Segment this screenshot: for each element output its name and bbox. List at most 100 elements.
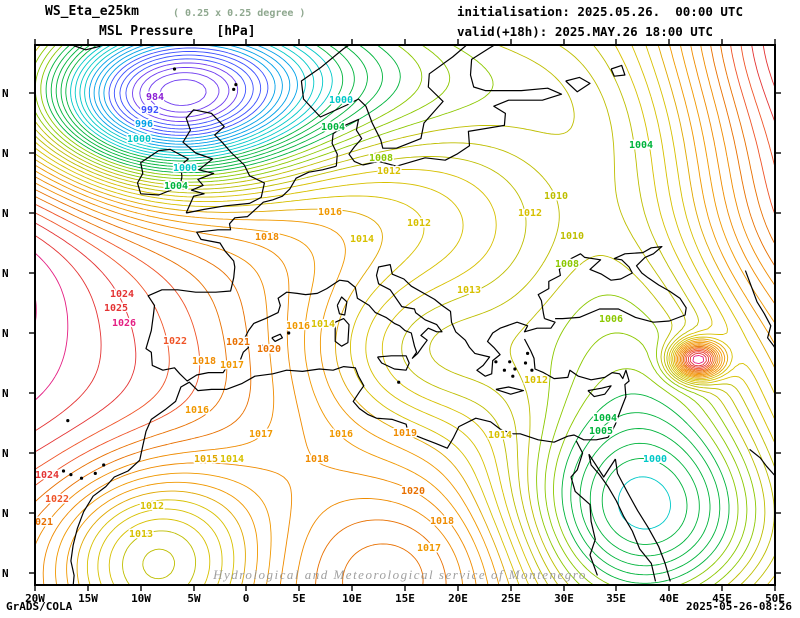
isobar-1022 xyxy=(35,45,775,486)
isobar-990 xyxy=(119,54,254,130)
coastline xyxy=(744,270,775,350)
isobar-lines xyxy=(35,45,775,585)
model-name: WS_Eta_e25km xyxy=(45,4,139,19)
isobar-1023 xyxy=(35,45,775,470)
contour-label: 1008 xyxy=(369,153,393,164)
contour-label: 1024 xyxy=(110,289,134,300)
coastline xyxy=(334,318,350,347)
contour-label: 1016 xyxy=(329,429,353,440)
islet xyxy=(494,360,498,364)
contour-label: 1022 xyxy=(45,494,69,505)
contour-label: 1018 xyxy=(430,516,454,527)
isobar-1000 xyxy=(70,45,672,530)
islet xyxy=(172,67,177,71)
islet xyxy=(526,351,530,355)
isobar-1011 xyxy=(35,45,775,585)
coastline xyxy=(495,386,524,395)
islet xyxy=(397,380,401,384)
axis-ticks xyxy=(29,39,781,591)
isobar-998 xyxy=(79,45,315,154)
contour-labels: 9849929961000100010041000100410081012101… xyxy=(29,91,669,556)
isobar-996 xyxy=(88,45,298,148)
contour-label: 1006 xyxy=(599,314,623,325)
field-title: MSL Pressure [hPa] xyxy=(99,24,256,39)
isobar-1017 xyxy=(35,45,775,585)
contour-label: 1012 xyxy=(518,208,542,219)
isobar-993 xyxy=(103,45,276,139)
isobar-1007 xyxy=(35,45,748,585)
lat-label: N xyxy=(2,447,9,460)
coastline xyxy=(182,109,265,214)
isobar-1002 xyxy=(60,45,700,557)
lon-label: 0 xyxy=(243,592,250,605)
contour-label: 1014 xyxy=(488,430,512,441)
isobar-989 xyxy=(125,58,247,126)
lon-label: 5W xyxy=(187,592,201,605)
isobar-1024 xyxy=(35,45,775,453)
contour-label: 1024 xyxy=(35,470,59,481)
coastline xyxy=(570,440,598,576)
contour-label: 996 xyxy=(135,119,153,130)
contour-label: 1013 xyxy=(129,529,153,540)
grads-credit: GrADS/COLA xyxy=(6,600,73,613)
lon-label: 20W xyxy=(25,592,45,605)
contour-label: 1008 xyxy=(555,259,579,270)
coastline xyxy=(588,453,616,478)
isobar-986 xyxy=(148,72,220,113)
coastline xyxy=(377,355,410,371)
contour-label: 1000 xyxy=(173,163,197,174)
islet xyxy=(61,469,66,473)
coastline xyxy=(362,45,563,167)
isobar-1013 xyxy=(35,45,775,585)
contour-label: 1021 xyxy=(29,517,53,528)
isobar-987 xyxy=(139,66,230,118)
contour-label: 1020 xyxy=(401,486,425,497)
coastline xyxy=(537,246,687,323)
isobar-1003 xyxy=(55,45,711,567)
lon-label: 20E xyxy=(448,592,468,605)
lon-label: 15W xyxy=(78,592,98,605)
isobar-1021 xyxy=(35,45,775,585)
coastline xyxy=(136,148,189,196)
contour-label: 1010 xyxy=(544,191,568,202)
contour-label: 1012 xyxy=(377,166,401,177)
coastline xyxy=(271,333,283,342)
lon-label: 5E xyxy=(292,592,305,605)
watermark: Hydrological and Meteorological service … xyxy=(212,567,587,582)
contour-label: 1013 xyxy=(457,285,481,296)
contour-label: 1016 xyxy=(286,321,310,332)
valid-time: valid(+18h): 2025.MAY.26 18:00 UTC xyxy=(457,24,713,39)
contour-label: 1004 xyxy=(321,122,345,133)
isobar-1001 xyxy=(65,45,688,545)
islet xyxy=(502,368,506,372)
isobar-1014 xyxy=(35,45,775,585)
contour-label: 1000 xyxy=(127,134,151,145)
lat-label: N xyxy=(2,147,9,160)
islet xyxy=(234,83,238,87)
contour-label: 1000 xyxy=(329,95,353,106)
contour-label: 1014 xyxy=(350,234,374,245)
lat-label: N xyxy=(2,267,9,280)
islet xyxy=(511,374,515,378)
coastline xyxy=(749,448,775,477)
contour-label: 1020 xyxy=(257,344,281,355)
init-time: initialisation: 2025.05.26. 00:00 UTC xyxy=(457,4,743,19)
isobar-1020 xyxy=(35,45,775,585)
lon-label: 45E xyxy=(712,592,732,605)
lat-label: N xyxy=(2,87,9,100)
isobar-1008 xyxy=(35,45,757,585)
isobar-991 xyxy=(113,51,262,133)
coastline xyxy=(70,338,630,585)
contour-label: 1018 xyxy=(192,356,216,367)
contour-label: 1012 xyxy=(524,375,548,386)
contour-label: 1018 xyxy=(255,232,279,243)
islet xyxy=(530,368,534,372)
contour-label: 984 xyxy=(146,92,164,103)
contour-label: 1019 xyxy=(393,428,417,439)
coastline xyxy=(610,64,626,77)
creation-timestamp: 2025-05-26-08:26 xyxy=(686,600,792,613)
contour-label: 1010 xyxy=(560,231,584,242)
isobar-1026 xyxy=(35,252,705,401)
lon-label: 10W xyxy=(131,592,151,605)
islet xyxy=(66,419,70,423)
